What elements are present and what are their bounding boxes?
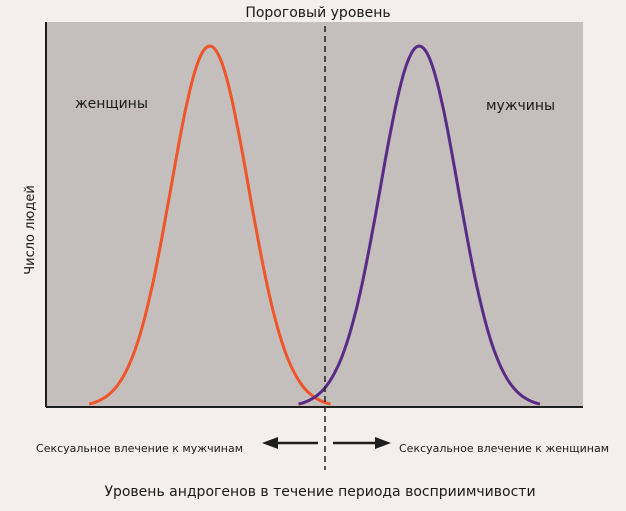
arrow-right — [333, 437, 391, 449]
arrow-right-label: Сексуальное влечение к женщинам — [399, 442, 609, 455]
series-line-men — [298, 44, 541, 406]
series-label-women: женщины — [75, 96, 148, 112]
arrow-left — [262, 437, 318, 449]
plot-area — [46, 22, 583, 406]
threshold-label: Пороговый уровень — [245, 5, 390, 21]
y-axis-label: Число людей — [23, 185, 38, 275]
series-line-women — [88, 44, 331, 406]
series-label-men: мужчины — [486, 98, 555, 114]
x-axis-label: Уровень андрогенов в течение периода вос… — [104, 484, 535, 500]
arrow-left-label: Сексуальное влечение к мужчинам — [36, 442, 243, 455]
